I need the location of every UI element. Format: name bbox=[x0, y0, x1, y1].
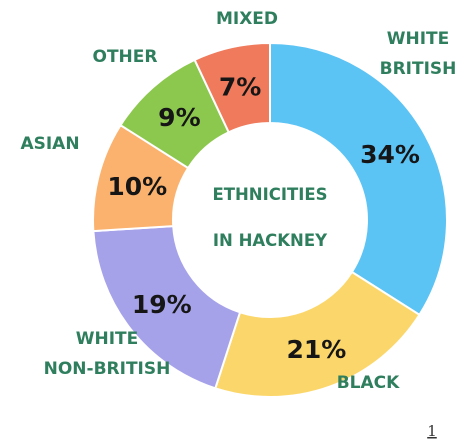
footnote-number: 1 bbox=[427, 422, 437, 440]
percentage-labels: 34% 21% 19% 10% 9% 7% bbox=[107, 72, 420, 364]
category-label-other-line-1: OTHER bbox=[93, 47, 158, 67]
category-label-white-non-british-line-2: NON-BRITISH bbox=[44, 359, 171, 379]
donut-slices bbox=[92, 41, 448, 398]
category-label-mixed-line-1: MIXED bbox=[216, 9, 278, 29]
pct-label-other: 9% bbox=[158, 103, 200, 132]
category-label-white-british-line-1: WHITE bbox=[387, 29, 450, 49]
pct-label-asian: 10% bbox=[107, 172, 167, 201]
category-label-black-line-1: BLACK bbox=[337, 373, 400, 393]
category-label-asian-line-1: ASIAN bbox=[20, 134, 79, 154]
center-title-line-1: ETHNICITIES bbox=[212, 185, 327, 204]
category-labels: WHITE BRITISH BLACK WHITE NON-BRITISH ASIAN OT… bbox=[20, 9, 456, 393]
center-title-line-2: IN HACKNEY bbox=[213, 231, 328, 250]
slice-white-british bbox=[269, 41, 448, 317]
pct-label-black: 21% bbox=[286, 335, 346, 364]
slice-mixed bbox=[193, 41, 271, 134]
pct-label-mixed: 7% bbox=[219, 72, 261, 101]
category-label-white-british-line-2: BRITISH bbox=[380, 59, 457, 79]
pct-label-white-non-british: 19% bbox=[132, 290, 192, 319]
category-label-white-non-british-line-1: WHITE bbox=[76, 329, 139, 349]
slice-black bbox=[214, 270, 421, 398]
slice-white-non-british bbox=[92, 225, 242, 390]
pct-label-white-british: 34% bbox=[360, 140, 420, 169]
